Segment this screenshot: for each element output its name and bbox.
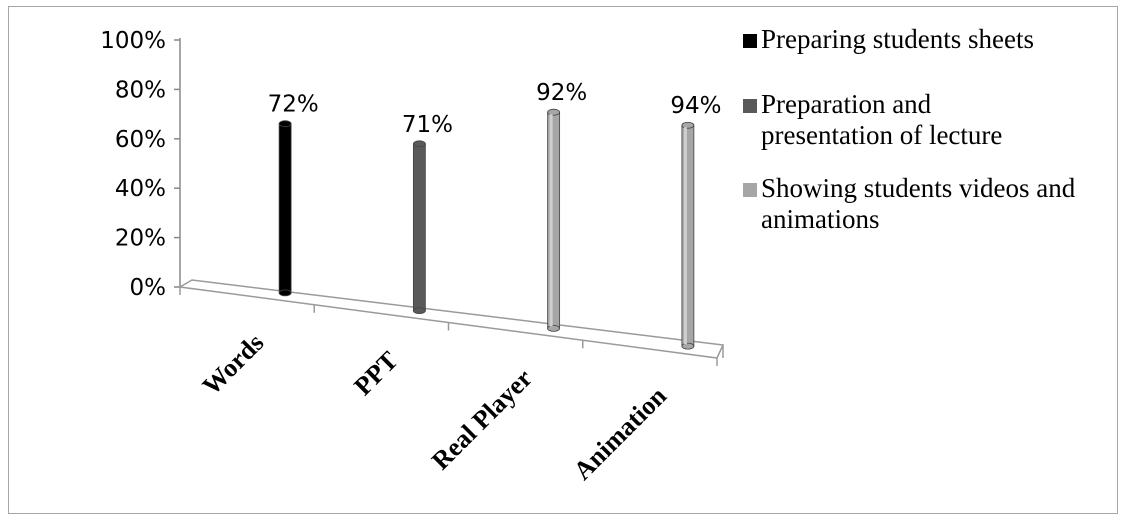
legend-label-sheets: Preparing students sheets bbox=[761, 24, 1034, 54]
chart-frame bbox=[8, 6, 1118, 514]
x-category-label: Words bbox=[197, 328, 270, 401]
y-tick-label: 0% bbox=[130, 275, 167, 301]
legend-swatch-sheets bbox=[743, 34, 757, 48]
x-category-label: Real Player bbox=[426, 363, 538, 475]
x-category-label: Animation bbox=[568, 381, 673, 486]
data-label: 92% bbox=[536, 80, 587, 106]
bar-words bbox=[278, 120, 292, 297]
bar-ppt bbox=[412, 140, 426, 315]
y-tick-label: 100% bbox=[100, 28, 166, 54]
bar-animation bbox=[681, 121, 695, 350]
legend-swatch-videos bbox=[743, 183, 757, 197]
legend-swatch-lecture bbox=[743, 99, 757, 113]
y-tick-label: 60% bbox=[115, 127, 166, 153]
legend-item-videos: Showing students videos and animations bbox=[743, 173, 1121, 235]
y-tick-label: 20% bbox=[115, 226, 166, 252]
legend-label-lecture: Preparation and presentation of lecture bbox=[761, 89, 1003, 150]
y-tick-label: 40% bbox=[115, 176, 166, 202]
bar-real-player bbox=[547, 108, 561, 332]
x-category-label: PPT bbox=[348, 346, 403, 401]
legend-label-videos: Showing students videos and animations bbox=[761, 173, 1076, 234]
data-label: 72% bbox=[268, 92, 319, 118]
data-label: 71% bbox=[402, 112, 453, 138]
y-tick-label: 80% bbox=[115, 77, 166, 103]
legend-item-lecture: Preparation and presentation of lecture bbox=[743, 89, 1051, 151]
legend: Preparing students sheets Preparation an… bbox=[743, 24, 1123, 235]
data-label: 94% bbox=[670, 93, 721, 119]
legend-item-sheets: Preparing students sheets bbox=[743, 24, 1123, 55]
